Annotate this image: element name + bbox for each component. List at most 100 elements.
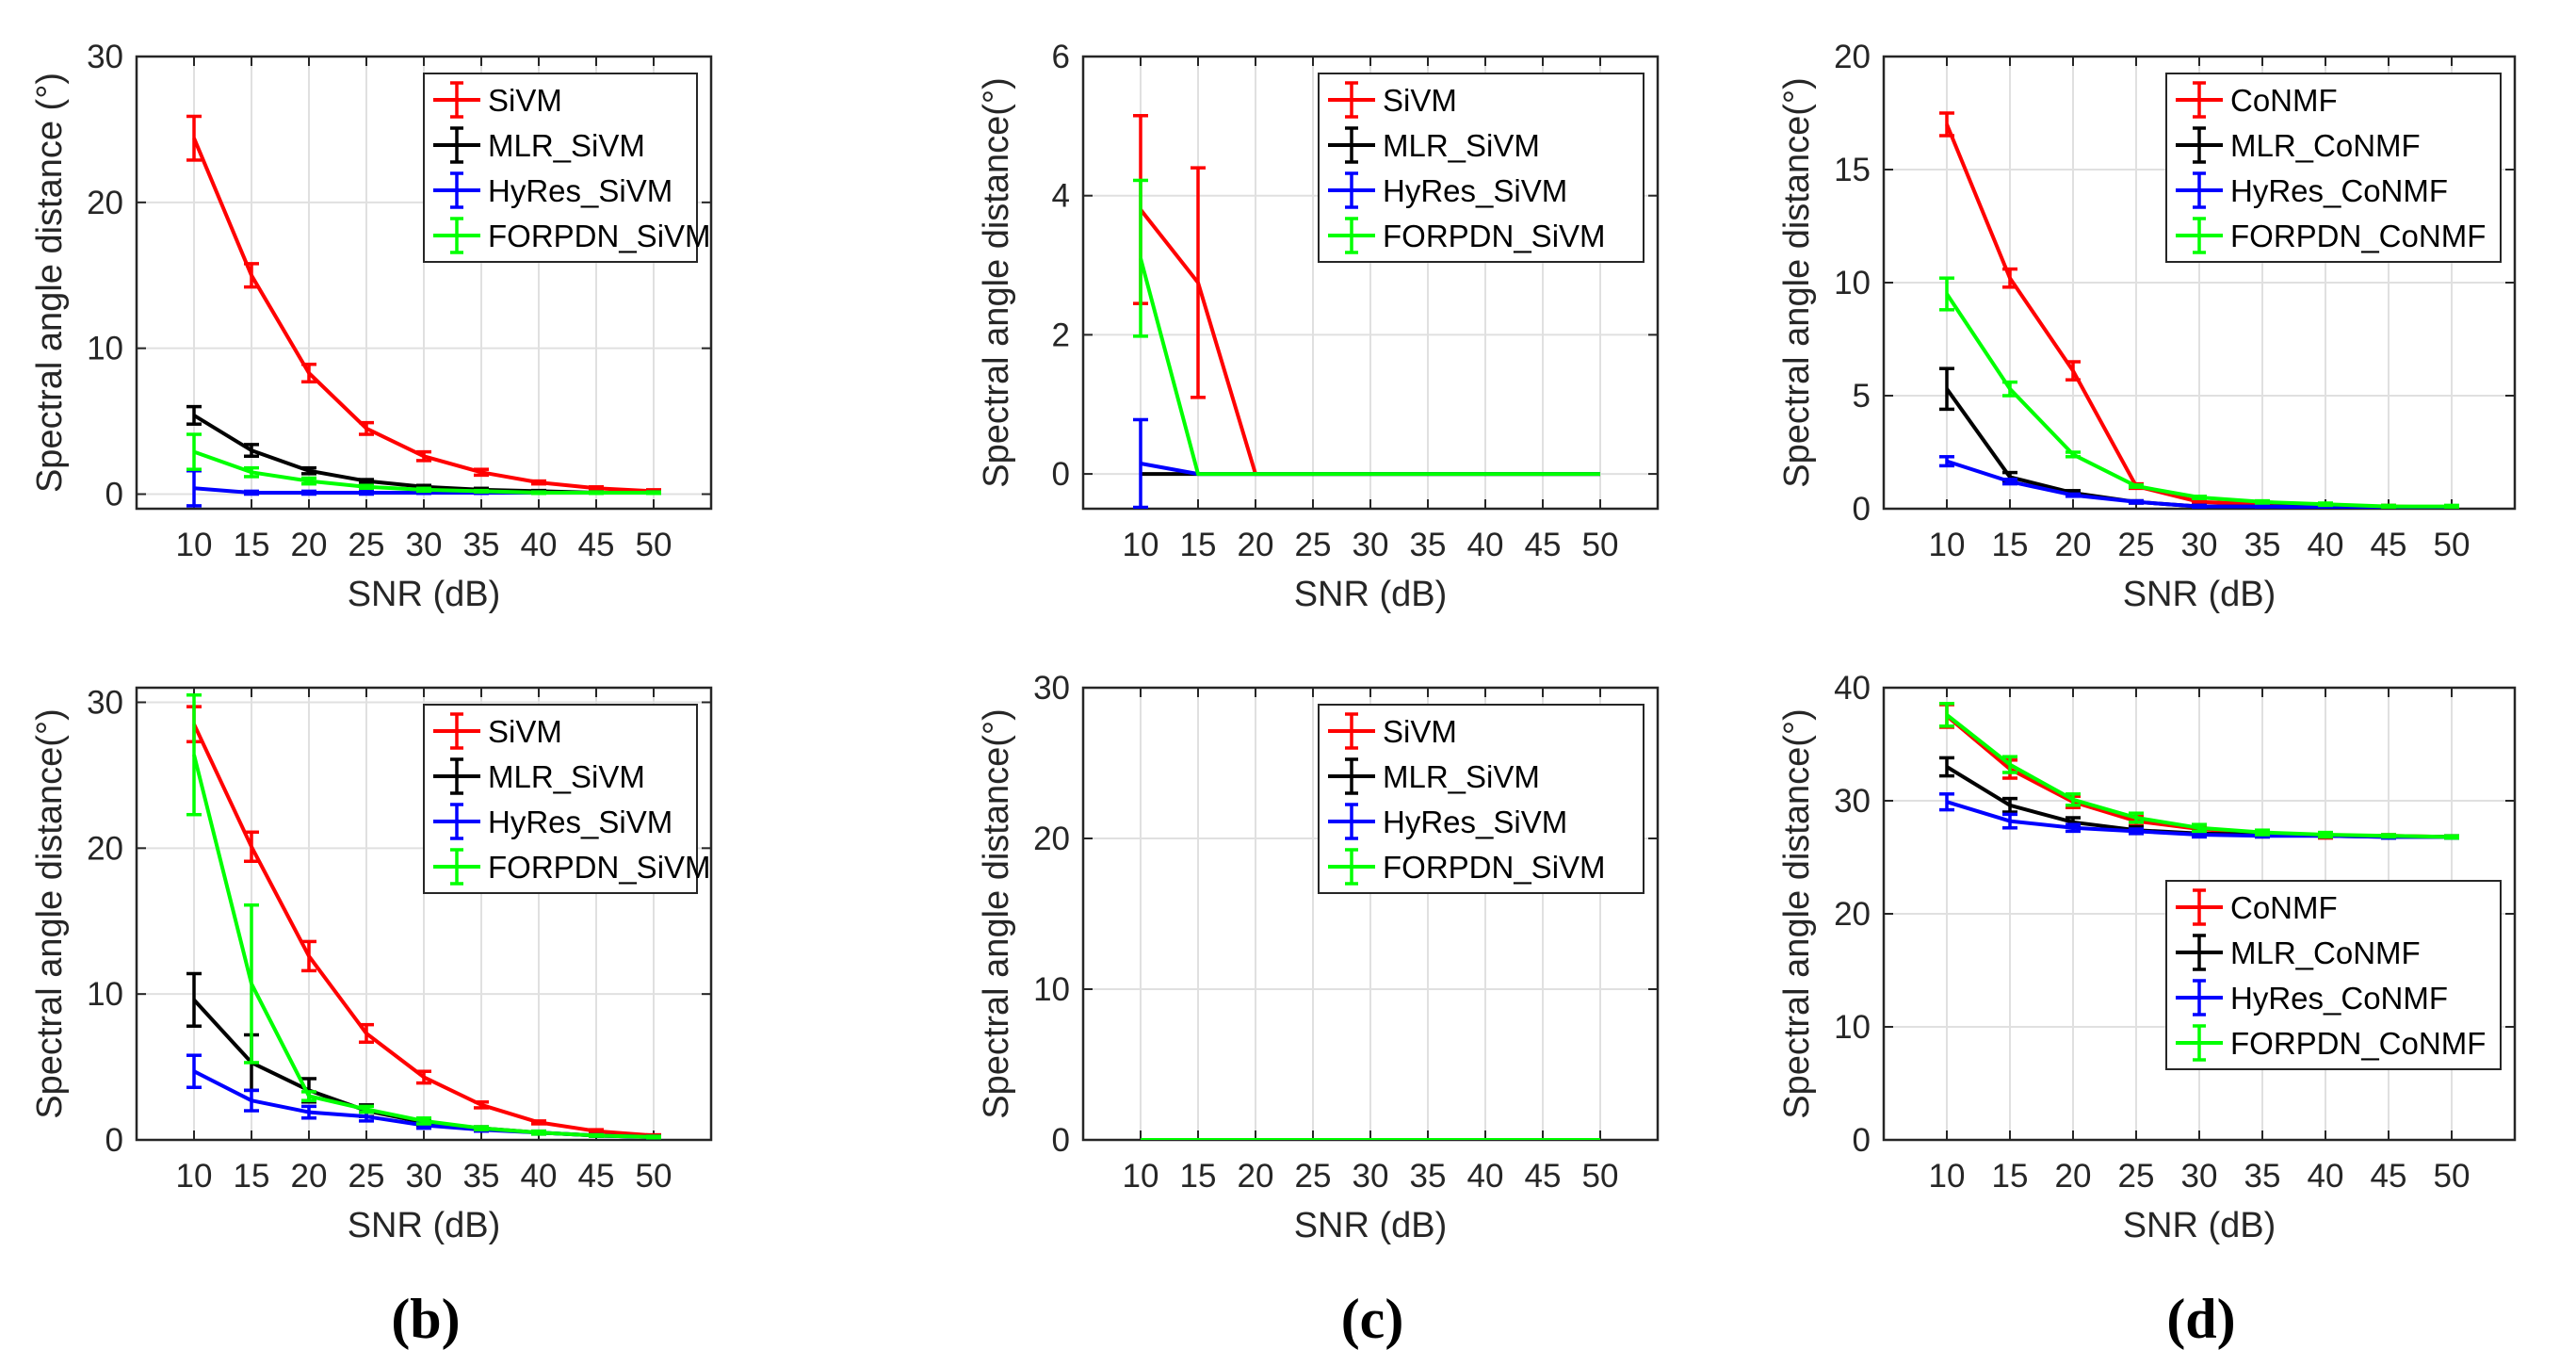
y-axis-label: Spectral angle distance(°) [1777, 708, 1817, 1119]
x-axis-label: SNR (dB) [1294, 575, 1448, 614]
y-tick-label: 6 [1052, 39, 1070, 75]
legend-label: SiVM [1383, 83, 1457, 118]
y-axis-label: Spectral angle distance(°) [30, 708, 70, 1119]
y-tick-label: 0 [1853, 491, 1871, 528]
x-tick-label: 45 [1525, 527, 1562, 563]
caption-1: (b) [391, 1288, 460, 1350]
legend-label: FORPDN_SiVM [1383, 850, 1606, 885]
y-tick-label: 20 [1033, 821, 1070, 857]
legend-label: HyRes_CoNMF [2230, 173, 2448, 208]
y-tick-label: 30 [87, 684, 123, 721]
legend-label: MLR_CoNMF [2230, 935, 2421, 970]
legend-label: SiVM [488, 83, 562, 118]
x-tick-label: 45 [1525, 1158, 1562, 1195]
x-tick-label: 20 [1238, 1158, 1274, 1195]
x-tick-label: 40 [2308, 1158, 2344, 1195]
x-axis-label: SNR (dB) [348, 575, 501, 614]
legend-box [1318, 73, 1644, 263]
legend-label: FORPDN_CoNMF [2230, 1026, 2486, 1061]
x-tick-label: 20 [291, 1158, 328, 1195]
chart-6: 10 15 20 25 30 35 40 45 50 0 10 20 30 40 SNR (dB) Spect… [1777, 670, 2517, 1245]
x-axis-label: SNR (dB) [2123, 575, 2276, 614]
legend-label: CoNMF [2230, 890, 2338, 925]
series-group [1133, 114, 1600, 509]
x-tick-label: 25 [348, 1158, 385, 1195]
x-tick-label: 25 [348, 527, 385, 563]
legend-label: FORPDN_CoNMF [2230, 219, 2486, 253]
x-tick-label: 25 [2118, 527, 2155, 563]
x-tick-label: 10 [1123, 527, 1159, 563]
caption-2: (c) [1341, 1288, 1404, 1350]
caption-3: (d) [2166, 1288, 2235, 1350]
x-tick-label: 10 [176, 1158, 213, 1195]
x-tick-label: 35 [463, 1158, 500, 1195]
y-tick-label: 10 [1033, 971, 1070, 1008]
x-tick-label: 10 [1929, 1158, 1966, 1195]
y-tick-label: 10 [87, 331, 123, 367]
series-line-FORPDN_SiVM [1139, 257, 1600, 477]
x-tick-label: 20 [2055, 1158, 2092, 1195]
x-tick-label: 40 [521, 1158, 558, 1195]
legend-label: HyRes_SiVM [488, 173, 672, 208]
legend-box [1318, 704, 1644, 894]
x-tick-label: 15 [1992, 527, 2029, 563]
series-group [186, 114, 661, 508]
x-tick-label: 35 [1410, 1158, 1447, 1195]
y-tick-label: 10 [1834, 1009, 1871, 1046]
legend: SiVM MLR_SiVM HyRes_SiVM FORPDN_SiVM [1318, 704, 1644, 894]
legend: SiVM MLR_SiVM HyRes_SiVM FORPDN_SiVM [423, 704, 711, 894]
legend-box [2165, 880, 2502, 1070]
y-tick-label: 10 [87, 976, 123, 1013]
x-tick-label: 50 [1582, 527, 1619, 563]
chart-1: 10 15 20 25 30 35 40 45 50 0 10 20 30 SNR (dB) Spectra… [30, 39, 713, 614]
x-tick-label: 30 [406, 1158, 443, 1195]
legend-label: FORPDN_SiVM [1383, 219, 1606, 253]
y-tick-label: 0 [1052, 1122, 1070, 1159]
x-tick-label: 50 [636, 1158, 672, 1195]
y-tick-label: 0 [1052, 456, 1070, 493]
y-axis-label: Spectral angle distance(°) [977, 77, 1016, 488]
legend: CoNMF MLR_CoNMF HyRes_CoNMF FORPDN_CoNMF [2165, 73, 2502, 263]
legend: SiVM MLR_SiVM HyRes_SiVM FORPDN_SiVM [1318, 73, 1644, 263]
x-tick-label: 40 [521, 527, 558, 563]
chart-2: 10 15 20 25 30 35 40 45 50 0 2 4 6 SNR (dB) Spectral a… [977, 39, 1660, 614]
x-tick-label: 50 [2434, 1158, 2471, 1195]
y-tick-label: 20 [1834, 39, 1871, 75]
legend-label: MLR_SiVM [488, 128, 645, 163]
x-tick-label: 15 [234, 527, 270, 563]
x-axis-label: SNR (dB) [1294, 1206, 1448, 1245]
x-tick-label: 40 [1467, 527, 1504, 563]
legend-label: HyRes_SiVM [1383, 173, 1567, 208]
x-tick-label: 10 [1929, 527, 1966, 563]
legend-label: HyRes_CoNMF [2230, 981, 2448, 1016]
legend-label: HyRes_SiVM [1383, 805, 1567, 839]
x-tick-label: 50 [636, 527, 672, 563]
x-axis-label: SNR (dB) [348, 1206, 501, 1245]
x-tick-label: 25 [2118, 1158, 2155, 1195]
x-tick-label: 20 [1238, 527, 1274, 563]
legend-label: CoNMF [2230, 83, 2338, 118]
legend-label: MLR_SiVM [1383, 128, 1540, 163]
y-tick-label: 15 [1834, 152, 1871, 188]
y-tick-label: 20 [1834, 896, 1871, 933]
legend-label: FORPDN_SiVM [488, 850, 711, 885]
chart-5: 10 15 20 25 30 35 40 45 50 0 10 20 30 SNR (dB) Spectra… [977, 670, 1660, 1245]
y-tick-label: 10 [1834, 265, 1871, 301]
x-tick-label: 30 [1353, 527, 1389, 563]
y-tick-label: 0 [105, 477, 123, 513]
y-tick-label: 4 [1052, 178, 1070, 215]
chart-4: 10 15 20 25 30 35 40 45 50 0 10 20 30 SNR (dB) Spectra… [30, 684, 713, 1245]
y-tick-label: 5 [1853, 378, 1871, 415]
x-tick-label: 15 [1180, 527, 1217, 563]
x-tick-label: 35 [463, 527, 500, 563]
series-group [186, 692, 661, 1140]
x-tick-label: 30 [406, 527, 443, 563]
x-tick-label: 25 [1295, 1158, 1332, 1195]
x-tick-label: 40 [2308, 527, 2344, 563]
legend-label: MLR_SiVM [488, 759, 645, 794]
x-tick-label: 45 [578, 527, 615, 563]
y-axis-label: Spectral angle distance(°) [1777, 77, 1817, 488]
legend-label: HyRes_SiVM [488, 805, 672, 839]
legend-label: SiVM [1383, 714, 1457, 749]
